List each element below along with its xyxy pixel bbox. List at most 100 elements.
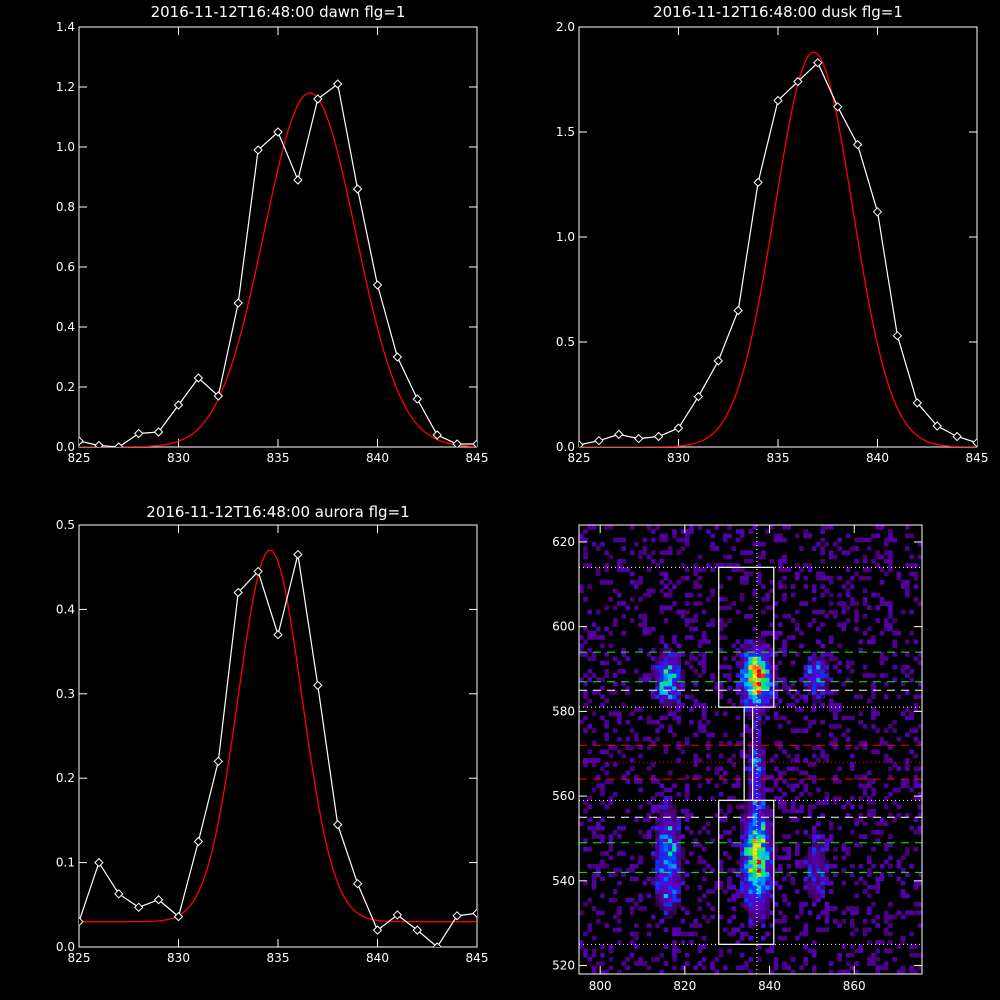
heatmap-cell [790, 880, 796, 886]
heatmap-cell [672, 863, 677, 869]
heatmap-cell [828, 889, 834, 894]
heatmap-cell [663, 851, 669, 856]
heatmap-cell [735, 779, 741, 784]
heatmap-cell [735, 965, 741, 971]
heatmap-cell [786, 613, 792, 619]
heatmap-cell [710, 838, 715, 844]
heatmap-cell [854, 842, 859, 848]
heatmap-cell [854, 961, 859, 966]
heatmap-cell [761, 554, 766, 560]
heatmap-cell [608, 525, 614, 530]
heatmap-cell [617, 880, 622, 886]
heatmap-cell [680, 931, 686, 937]
heatmap-cell [659, 842, 665, 848]
heatmap-cell [896, 969, 902, 975]
heatmap-cell [833, 613, 838, 619]
heatmap-cell [866, 673, 872, 678]
heatmap-cell [841, 944, 847, 949]
heatmap-cell [765, 821, 770, 827]
heatmap-cell [769, 910, 775, 916]
heatmap-cell [816, 838, 821, 844]
heatmap-cell [752, 838, 758, 844]
heatmap-cell [761, 664, 766, 670]
heatmap-cell [650, 762, 656, 767]
heatmap-cell [680, 575, 686, 581]
heatmap-cell [756, 906, 762, 911]
heatmap-cell [811, 609, 817, 615]
heatmap-cell [587, 957, 593, 962]
heatmap-cell [761, 923, 766, 928]
dawn-data-point [412, 394, 423, 404]
heatmap-cell [913, 910, 919, 916]
heatmap-cell [722, 537, 728, 543]
image-xtick-label: 820 [673, 979, 696, 993]
heatmap-cell [748, 893, 754, 899]
heatmap-cell [608, 800, 614, 805]
heatmap-cell [714, 770, 720, 776]
heatmap-cell [854, 893, 859, 899]
heatmap-cell [803, 829, 809, 835]
heatmap-cell [748, 838, 754, 844]
heatmap-cell [642, 622, 648, 628]
heatmap-cell [655, 893, 660, 899]
heatmap-cell [748, 728, 754, 733]
heatmap-cell [790, 702, 796, 708]
heatmap-cell [811, 690, 817, 695]
heatmap-cell [909, 669, 914, 674]
heatmap-cell [735, 783, 741, 789]
heatmap-cell [739, 965, 745, 971]
heatmap-cell [811, 681, 817, 687]
heatmap-cell [752, 880, 758, 886]
heatmap-cell [583, 694, 588, 700]
heatmap-cell [744, 639, 749, 645]
heatmap-cell [761, 813, 766, 818]
heatmap-cell [748, 656, 754, 661]
heatmap-cell [608, 897, 614, 903]
heatmap-cell [824, 863, 830, 869]
heatmap-cell [621, 613, 626, 619]
heatmap-cell [888, 554, 893, 560]
heatmap-cell [875, 563, 881, 568]
heatmap-cell [617, 749, 622, 755]
heatmap-cell [820, 876, 825, 882]
heatmap-cell [697, 923, 703, 928]
heatmap-cell [689, 525, 694, 530]
heatmap-cell [866, 575, 872, 581]
heatmap-cell [913, 817, 919, 822]
heatmap-cell [761, 584, 766, 589]
heatmap-cell [799, 863, 804, 869]
heatmap-cell [617, 669, 622, 674]
heatmap-cell [735, 681, 741, 687]
heatmap-cell [778, 745, 783, 750]
heatmap-cell [697, 719, 703, 725]
heatmap-cell [862, 575, 868, 581]
heatmap-cell [900, 880, 906, 886]
heatmap-cell [676, 880, 682, 886]
heatmap-cell [650, 851, 656, 856]
heatmap-cell [744, 694, 749, 700]
heatmap-cell [667, 876, 673, 882]
heatmap-cell [600, 541, 605, 547]
heatmap-cell [684, 808, 690, 814]
heatmap-cell [748, 791, 754, 797]
heatmap-cell [625, 656, 631, 661]
heatmap-cell [769, 656, 775, 661]
heatmap-cell [761, 698, 766, 704]
heatmap-cell [629, 906, 635, 911]
heatmap-cell [744, 575, 749, 581]
heatmap-cell [778, 770, 783, 776]
heatmap-cell [659, 694, 665, 700]
heatmap-cell [659, 868, 665, 873]
heatmap-cell [714, 525, 720, 530]
heatmap-cell [913, 952, 919, 958]
heatmap-cell [718, 868, 724, 873]
heatmap-cell [765, 889, 770, 894]
heatmap-cell [794, 863, 800, 869]
heatmap-cell [858, 834, 864, 839]
heatmap-cell [591, 673, 597, 678]
heatmap-cell [816, 851, 821, 856]
heatmap-cell [782, 575, 787, 581]
heatmap-cell [807, 804, 813, 810]
heatmap-cell [799, 808, 804, 814]
heatmap-cell [773, 635, 779, 640]
